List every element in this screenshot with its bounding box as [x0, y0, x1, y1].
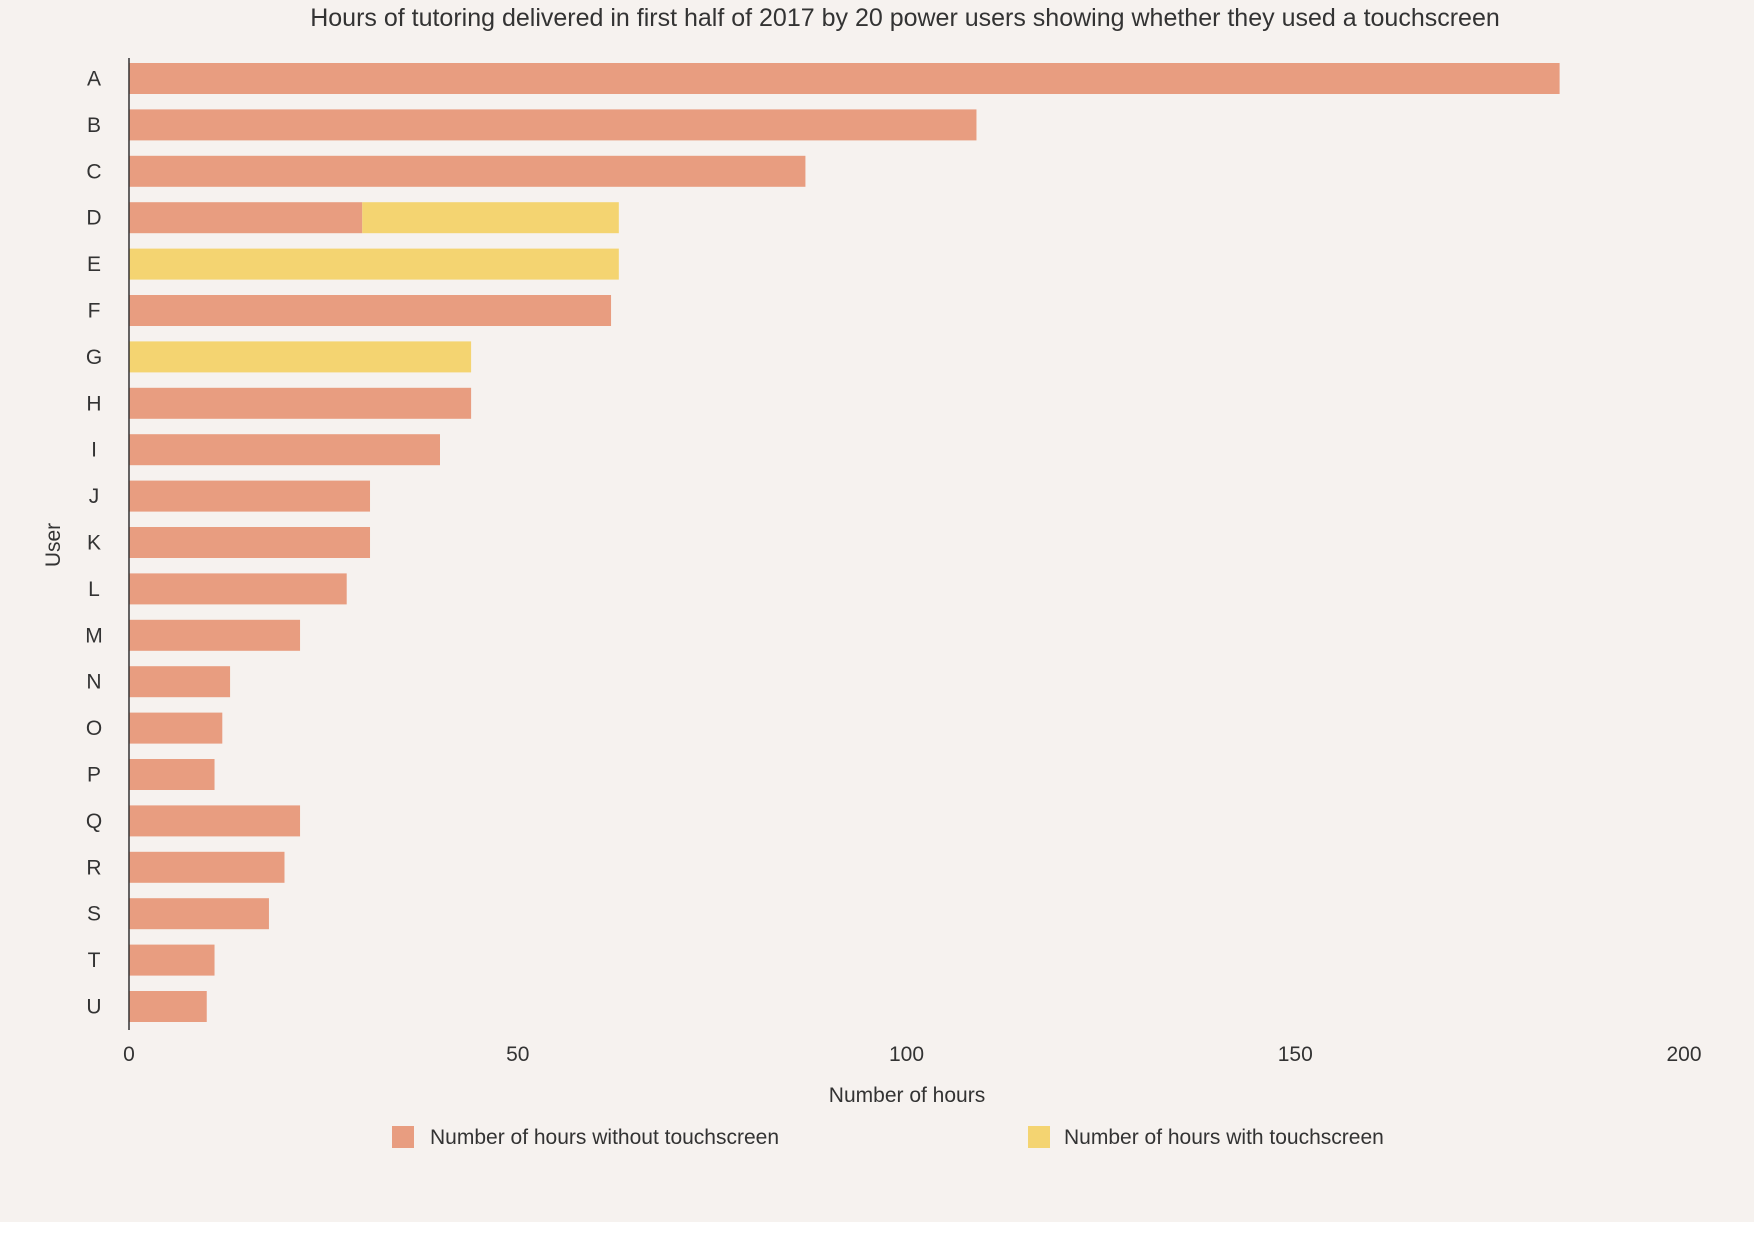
category-label-a: A — [87, 68, 101, 91]
category-label-r: R — [86, 856, 101, 879]
category-label-c: C — [86, 160, 101, 183]
bar-k-series-0 — [129, 527, 371, 558]
category-label-e: E — [87, 253, 101, 276]
category-label-f: F — [88, 300, 101, 323]
bar-u-series-0 — [129, 991, 207, 1022]
x-tick-label-50: 50 — [506, 1043, 529, 1066]
legend-label-with-touchscreen: Number of hours with touchscreen — [1064, 1126, 1384, 1149]
bar-d-series-1 — [362, 202, 619, 234]
y-axis-label: User — [42, 523, 65, 567]
bar-g-series-1 — [129, 341, 472, 373]
category-label-o: O — [86, 717, 102, 740]
bar-f-series-0 — [129, 295, 612, 326]
legend-label-without-touchscreen: Number of hours without touchscreen — [430, 1126, 779, 1149]
x-tick-label-200: 200 — [1666, 1043, 1701, 1066]
category-label-l: L — [88, 578, 100, 601]
bar-e-series-1 — [129, 248, 619, 280]
category-label-d: D — [86, 207, 101, 230]
legend: Number of hours without touchscreen Numb… — [392, 1126, 1384, 1149]
category-labels: ABC DE FGH IJ KLM NO PQR ST U — [85, 68, 103, 1019]
bar-i-series-0 — [129, 434, 440, 466]
category-label-h: H — [86, 392, 101, 415]
bar-h-series-0 — [129, 387, 472, 419]
bar-q-series-0 — [129, 805, 301, 837]
category-label-t: T — [88, 949, 101, 972]
category-label-q: Q — [86, 810, 102, 833]
bar-c-series-0 — [129, 155, 806, 187]
legend-swatch-with-touchscreen — [1028, 1126, 1050, 1148]
bar-a-series-0 — [129, 63, 1560, 94]
chart-title: Hours of tutoring delivered in first hal… — [310, 4, 1500, 32]
category-label-m: M — [85, 624, 103, 647]
bar-j-series-0 — [129, 480, 371, 512]
category-label-n: N — [86, 671, 101, 694]
bar-s-series-0 — [129, 898, 269, 930]
bar-b-series-0 — [129, 109, 977, 141]
category-label-s: S — [87, 903, 101, 926]
bar-l-series-0 — [129, 573, 347, 605]
legend-swatch-without-touchscreen — [392, 1126, 414, 1148]
bar-d-series-0 — [129, 202, 363, 234]
category-label-b: B — [87, 114, 101, 137]
bars-group — [129, 63, 1560, 1022]
bar-m-series-0 — [129, 619, 301, 651]
bar-t-series-0 — [129, 944, 215, 976]
bar-n-series-0 — [129, 666, 231, 698]
category-label-p: P — [87, 764, 101, 787]
category-label-g: G — [86, 346, 102, 369]
category-label-u: U — [86, 996, 101, 1019]
x-tick-label-0: 0 — [123, 1043, 135, 1066]
x-tick-label-150: 150 — [1278, 1043, 1313, 1066]
x-tick-labels: 0 50 100 150 200 — [123, 1043, 1701, 1066]
bar-o-series-0 — [129, 712, 223, 744]
bar-p-series-0 — [129, 759, 215, 790]
category-label-j: J — [89, 485, 100, 508]
bar-r-series-0 — [129, 851, 285, 883]
category-label-k: K — [87, 532, 101, 555]
category-label-i: I — [91, 439, 97, 462]
x-axis-label: Number of hours — [829, 1084, 985, 1107]
x-tick-label-100: 100 — [889, 1043, 924, 1066]
